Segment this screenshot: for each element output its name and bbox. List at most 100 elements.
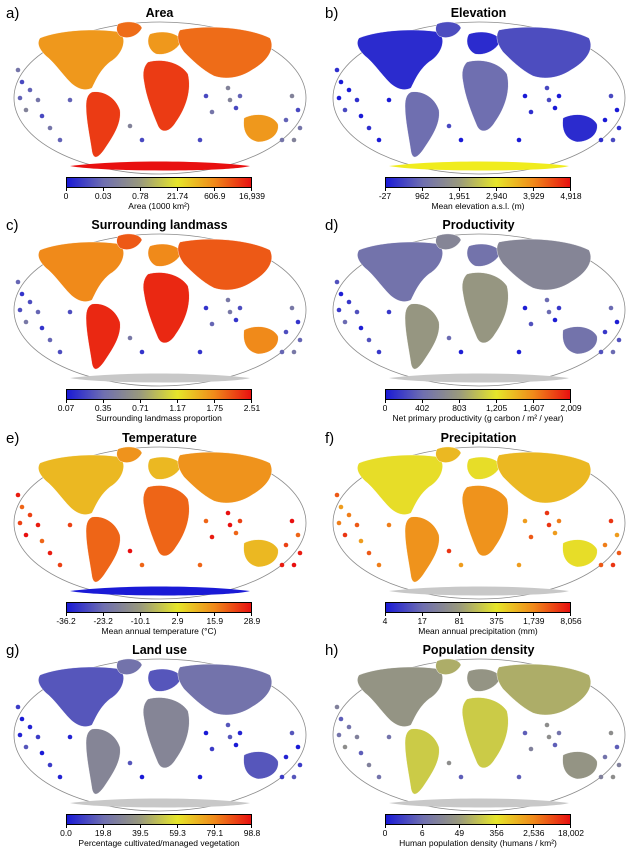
legend-tick: [570, 613, 571, 616]
antarctica-landmass: [389, 798, 569, 808]
legend-gradient-bar: [66, 389, 252, 400]
legend-tick-label: 79.1: [206, 828, 224, 838]
legend-tick-label: 0.03: [94, 191, 112, 201]
island-point: [203, 93, 209, 99]
panel-temperature: e) Temperature Mean annual temperature (…: [0, 425, 319, 637]
legend-tick-label: 375: [489, 616, 504, 626]
island-point: [608, 305, 614, 311]
legend-tick-label: -10.1: [130, 616, 151, 626]
legend-tick: [459, 400, 460, 403]
island-point: [446, 335, 452, 341]
island-point: [366, 125, 372, 131]
island-point: [295, 532, 301, 538]
island-point: [610, 349, 616, 355]
island-point: [552, 105, 558, 111]
island-point: [358, 750, 364, 756]
island-point: [358, 113, 364, 119]
legend-tick: [570, 825, 571, 828]
island-point: [289, 518, 295, 524]
island-point: [197, 774, 203, 780]
island-point: [366, 762, 372, 768]
island-point: [386, 309, 392, 315]
legend-tick: [533, 613, 534, 616]
africa-landmass: [143, 485, 190, 557]
legend-tick: [177, 188, 178, 191]
panel-letter: c): [6, 217, 19, 234]
island-point: [346, 724, 352, 730]
island-point: [203, 518, 209, 524]
island-point: [139, 349, 145, 355]
island-point: [67, 522, 73, 528]
island-point: [35, 734, 41, 740]
island-point: [616, 125, 622, 131]
legend-tick: [533, 825, 534, 828]
island-point: [556, 730, 562, 736]
legend-tick-label: 4: [382, 616, 388, 626]
island-point: [35, 309, 41, 315]
legend-tick-label: -23.2: [93, 616, 113, 626]
island-point: [39, 325, 45, 331]
legend-tick: [140, 400, 141, 403]
asia-landmass: [496, 663, 591, 716]
greenland-landmass: [435, 21, 462, 38]
island-point: [528, 746, 534, 752]
south-america-landmass: [85, 728, 121, 795]
panel-elevation: b) Elevation Mean elevation a.s.l. (m) -…: [319, 0, 638, 212]
island-point: [342, 107, 348, 113]
legend-ticks: [66, 613, 252, 616]
island-point: [289, 305, 295, 311]
island-point: [17, 307, 23, 313]
island-point: [336, 307, 342, 313]
island-point: [19, 716, 25, 722]
island-point: [376, 774, 382, 780]
island-point: [35, 97, 41, 103]
legend-tick: [103, 400, 104, 403]
antarctica-landmass: [70, 161, 250, 171]
legend-caption: Net primary productivity (g carbon / m² …: [392, 413, 564, 423]
island-point: [546, 97, 552, 103]
legend-gradient-bar: [66, 177, 252, 188]
island-point: [297, 125, 303, 131]
island-point: [279, 774, 285, 780]
island-point: [546, 309, 552, 315]
legend-tick: [385, 188, 386, 191]
island-point: [446, 760, 452, 766]
island-point: [17, 520, 23, 526]
island-point: [552, 530, 558, 536]
greenland-landmass: [435, 446, 462, 463]
island-point: [295, 319, 301, 325]
island-point: [225, 510, 231, 516]
panel-area: a) Area Area (1000 km²) 0 0.03 0.78 21.74 60…: [0, 0, 319, 212]
panel-letter: b): [325, 5, 339, 22]
island-point: [342, 532, 348, 538]
europe-landmass: [466, 668, 502, 692]
island-point: [336, 95, 342, 101]
legend-gradient-bar: [385, 602, 571, 613]
legend-ticks: [385, 613, 571, 616]
legend-caption: Surrounding landmass proportion: [96, 413, 222, 423]
island-point: [39, 538, 45, 544]
panel-title: Productivity: [442, 218, 515, 232]
legend-tick: [140, 825, 141, 828]
legend-tick-label: 2.9: [171, 616, 184, 626]
legend-ticks: [385, 825, 571, 828]
antarctica-landmass: [389, 161, 569, 171]
australia-landmass: [243, 114, 279, 143]
legend-tick: [251, 825, 252, 828]
legend-tick: [385, 613, 386, 616]
legend-tick-label: 0.78: [132, 191, 149, 201]
legend-tick: [66, 825, 67, 828]
legend-caption: Mean elevation a.s.l. (m): [431, 201, 525, 211]
legend-caption: Human population density (humans / km²): [399, 838, 557, 848]
island-point: [291, 349, 297, 355]
world-map: [332, 658, 626, 812]
island-point: [225, 722, 231, 728]
legend-tick: [496, 613, 497, 616]
legend-gradient-bar: [66, 814, 252, 825]
africa-landmass: [462, 272, 509, 344]
island-point: [334, 492, 340, 498]
island-point: [616, 762, 622, 768]
legend-tick: [177, 613, 178, 616]
legend-ticks: [66, 188, 252, 191]
island-point: [297, 762, 303, 768]
